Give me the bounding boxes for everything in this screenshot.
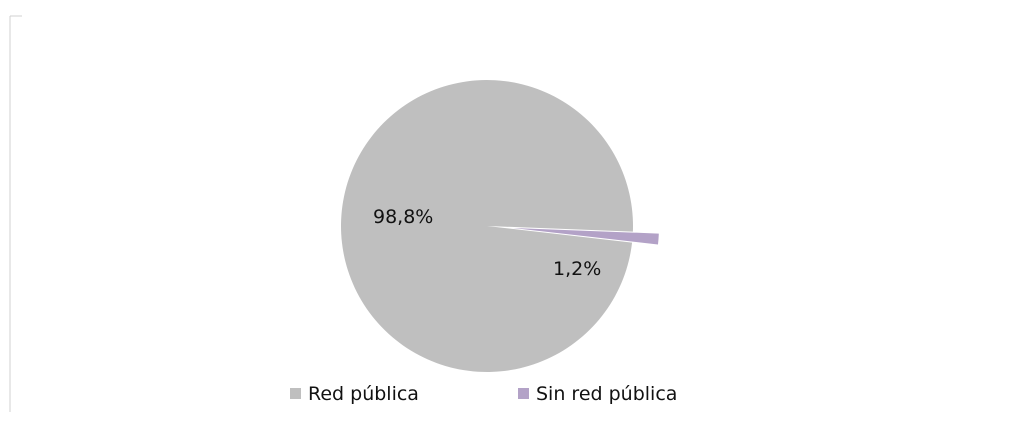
legend: Red pública Sin red pública <box>290 383 677 405</box>
legend-swatch-red-publica <box>290 388 301 399</box>
legend-label-sin-red-publica: Sin red pública <box>536 383 677 405</box>
legend-label-red-publica: Red pública <box>308 383 419 405</box>
pie-slice-red-publica <box>341 80 633 373</box>
data-label-sin-red-publica: 1,2% <box>553 258 601 280</box>
data-label-red-publica: 98,8% <box>373 206 433 228</box>
legend-swatch-sin-red-publica <box>518 388 529 399</box>
pie-slice-sin-red-publica <box>512 227 659 245</box>
